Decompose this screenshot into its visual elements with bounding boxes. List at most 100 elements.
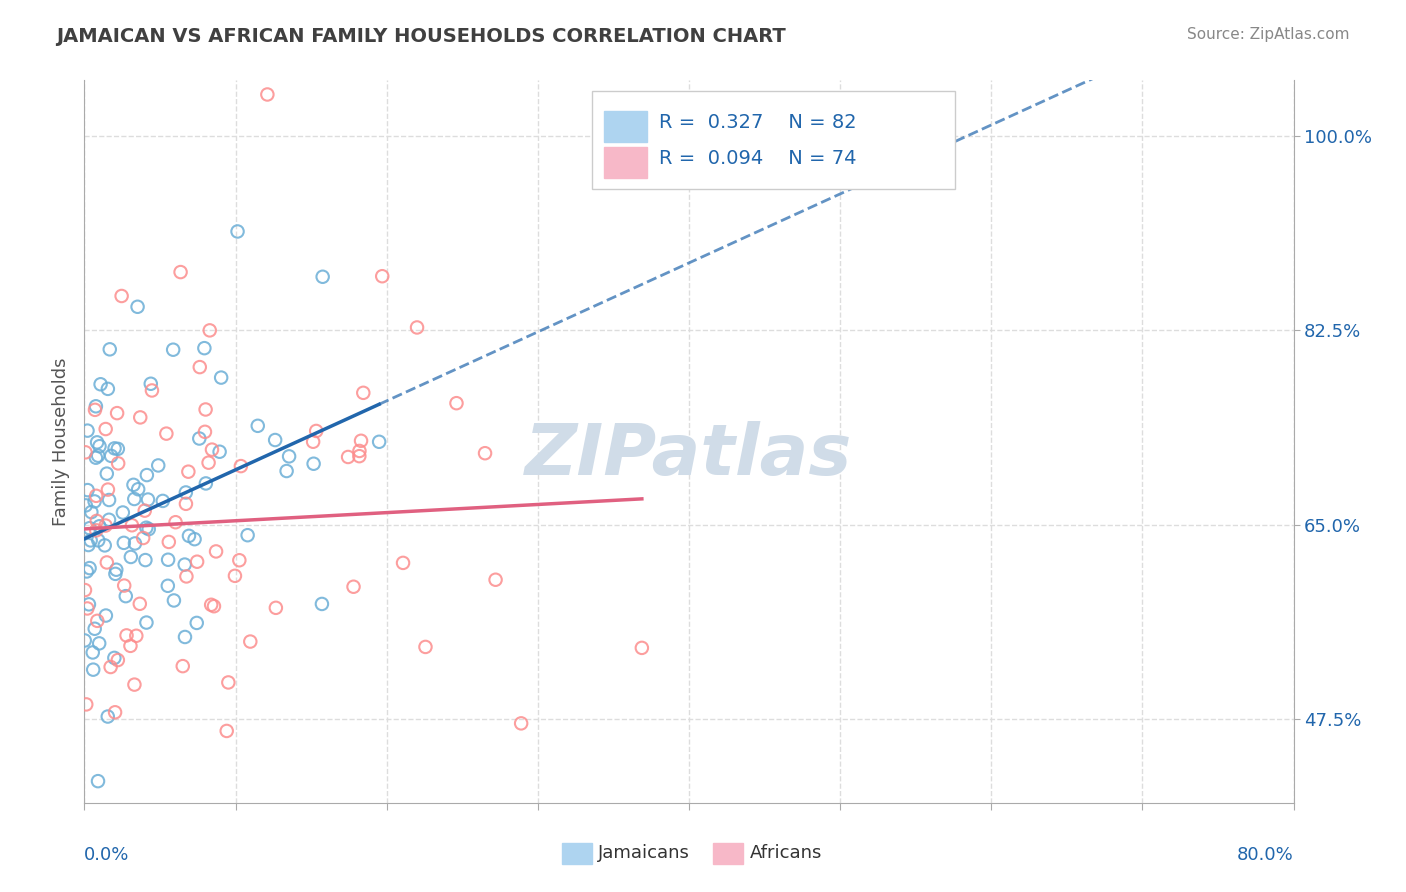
Point [183,532,205,546]
Point [302,434,325,449]
Point [349,449,371,463]
Point [193,341,215,355]
Point [197,456,219,470]
Point [174,497,197,511]
Point [302,457,325,471]
Point [107,442,129,456]
Point [77,598,100,612]
Point [177,529,200,543]
Point [337,450,360,464]
Point [76,483,98,497]
Point [112,578,135,592]
Point [127,482,149,496]
FancyBboxPatch shape [605,147,647,178]
Point [194,425,217,439]
Point [89,439,111,453]
Point [208,444,231,458]
Point [152,494,174,508]
Point [76,424,98,438]
Point [94,608,117,623]
Point [474,446,496,460]
Point [188,432,211,446]
Text: ZIPatlas: ZIPatlas [526,422,852,491]
Point [97,709,120,723]
Point [93,538,115,552]
Point [406,320,429,334]
Point [121,518,143,533]
Point [157,553,180,567]
Point [80,505,103,519]
Text: Source: ZipAtlas.com: Source: ZipAtlas.com [1187,27,1350,42]
Point [415,640,437,654]
Point [229,459,252,474]
Point [209,370,232,384]
Point [256,87,278,102]
Point [162,343,184,357]
Point [128,597,150,611]
Point [107,653,129,667]
Point [87,533,110,548]
Text: 0.0%: 0.0% [84,847,129,864]
Point [83,494,105,508]
Point [163,593,186,607]
Point [174,630,197,644]
Point [79,521,101,535]
Text: 80.0%: 80.0% [1237,847,1294,864]
Point [100,660,122,674]
Point [276,464,298,478]
Point [228,553,250,567]
Point [105,406,128,420]
Point [75,698,97,712]
Point [371,269,394,284]
Point [100,449,122,463]
Point [368,434,391,449]
Point [198,323,221,337]
Point [304,869,326,883]
Point [139,376,162,391]
Point [87,774,110,789]
FancyBboxPatch shape [605,112,647,142]
Point [79,561,101,575]
Point [135,521,157,535]
Point [125,629,148,643]
Point [226,224,249,238]
Point [134,503,156,517]
Point [124,491,146,506]
Point [224,569,246,583]
Point [392,556,415,570]
FancyBboxPatch shape [592,91,955,189]
Point [104,566,127,581]
Point [135,615,157,630]
Point [342,580,364,594]
Point [79,533,101,548]
Point [148,458,170,473]
Point [89,519,111,533]
Point [120,549,142,564]
Point [104,706,127,720]
Point [98,343,121,357]
Point [264,433,287,447]
Text: Jamaicans: Jamaicans [599,845,690,863]
Point [236,528,259,542]
Point [138,522,160,536]
Point [156,579,179,593]
Point [115,628,138,642]
Point [177,465,200,479]
Point [188,360,211,375]
Point [87,449,110,463]
Point [82,645,104,659]
Point [311,597,333,611]
Point [169,265,191,279]
Point [239,634,262,648]
Point [75,499,97,513]
Point [84,489,107,503]
FancyBboxPatch shape [562,843,592,864]
Point [200,598,222,612]
Point [246,418,269,433]
Point [90,377,112,392]
Point [96,556,118,570]
Point [129,410,152,425]
Point [84,450,107,465]
Point [201,442,224,457]
Text: R =  0.327    N = 82: R = 0.327 N = 82 [659,112,856,132]
